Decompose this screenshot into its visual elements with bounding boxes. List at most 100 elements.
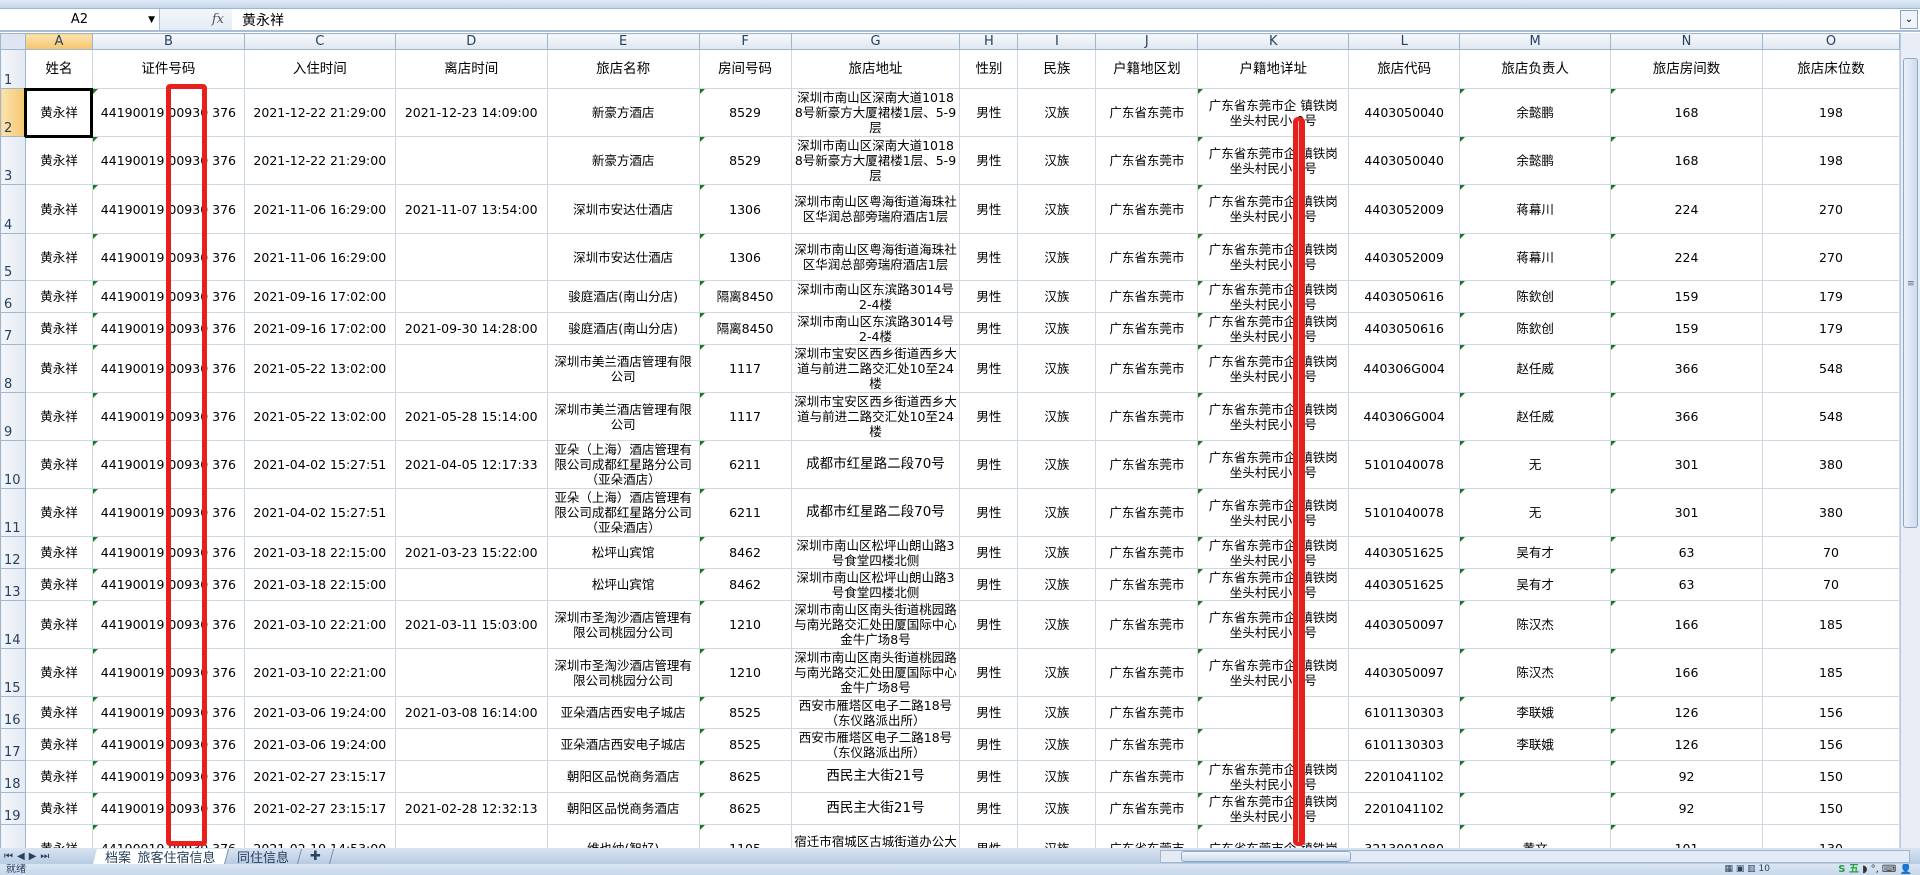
cell-e[interactable]: 深圳市圣淘沙酒店管理有限公司桃园分公司 — [546, 648, 700, 697]
cell-l[interactable]: 4403052009 — [1348, 233, 1461, 281]
cell-j[interactable]: 广东省东莞市 — [1095, 792, 1199, 825]
cell-n[interactable]: 224 — [1610, 184, 1763, 234]
cell-c[interactable]: 2021-03-10 22:21:00 — [243, 648, 396, 697]
cell-f[interactable]: 1306 — [698, 233, 792, 281]
cell-c[interactable]: 2021-02-19 14:53:00 — [243, 824, 396, 848]
cell-m[interactable]: 陈汉杰 — [1459, 600, 1612, 649]
cell-m[interactable] — [1459, 792, 1612, 825]
cell-i[interactable]: 汉族 — [1017, 392, 1097, 441]
cell-d[interactable] — [394, 233, 548, 281]
cell-j[interactable]: 广东省东莞市 — [1095, 824, 1199, 848]
cell-o[interactable]: 150 — [1761, 760, 1900, 793]
cell-l[interactable]: 4403051625 — [1348, 536, 1461, 569]
row-header[interactable]: 14 — [0, 600, 26, 649]
select-all-corner[interactable] — [0, 33, 26, 50]
cell-a[interactable]: 黄永祥 — [24, 792, 93, 825]
column-header-d[interactable]: D — [394, 33, 548, 50]
cell-j[interactable]: 广东省东莞市 — [1095, 88, 1199, 137]
cell-l[interactable]: 5101040078 — [1348, 488, 1461, 537]
cell-f[interactable]: 8462 — [698, 568, 792, 601]
cell-j[interactable]: 广东省东莞市 — [1095, 648, 1199, 697]
cell-e[interactable]: 亚朵（上海）酒店管理有限公司成都红星路分公司（亚朵酒店） — [546, 440, 700, 489]
cell-j[interactable]: 广东省东莞市 — [1095, 280, 1199, 313]
cell-k[interactable]: 广东省东莞市企 镇铁岗 坐头村民小 0号 — [1197, 184, 1350, 234]
row-header[interactable]: 18 — [0, 760, 26, 793]
cell-c[interactable]: 2021-02-27 23:15:17 — [243, 760, 396, 793]
column-title-cell[interactable]: 离店时间 — [394, 49, 548, 89]
cell-a[interactable]: 黄永祥 — [24, 536, 93, 569]
column-header-a[interactable]: A — [24, 33, 93, 50]
cell-o[interactable]: 156 — [1761, 696, 1900, 729]
cell-c[interactable]: 2021-03-06 19:24:00 — [243, 728, 396, 761]
cell-f[interactable]: 8625 — [698, 792, 792, 825]
cell-d[interactable]: 2021-12-23 14:09:00 — [394, 88, 548, 137]
cell-o[interactable]: 380 — [1761, 440, 1900, 489]
row-header[interactable]: 11 — [0, 488, 26, 537]
cell-g[interactable]: 宿迁市宿城区古城街道办公大楼（地上北一层、地 — [790, 824, 961, 848]
cell-o[interactable]: 179 — [1761, 280, 1900, 313]
cell-h[interactable]: 男性 — [959, 696, 1019, 729]
cell-i[interactable]: 汉族 — [1017, 760, 1097, 793]
cell-h[interactable]: 男性 — [959, 728, 1019, 761]
sheet-tab-cohabit[interactable]: 同住信息 — [224, 848, 302, 866]
cell-d[interactable]: 2021-03-23 15:22:00 — [394, 536, 548, 569]
cell-f[interactable]: 1117 — [698, 392, 792, 441]
cell-f[interactable]: 1306 — [698, 184, 792, 234]
cell-a[interactable]: 黄永祥 — [24, 488, 93, 537]
cell-g[interactable]: 深圳市南山区松坪山朗山路3号食堂四楼北侧 — [790, 536, 961, 569]
row-header[interactable]: 1 — [0, 49, 26, 89]
column-title-cell[interactable]: 房间号码 — [698, 49, 792, 89]
cell-a[interactable]: 黄永祥 — [24, 440, 93, 489]
cell-a[interactable]: 黄永祥 — [24, 184, 93, 234]
cell-g[interactable]: 深圳市南山区粤海街道海珠社区华润总部旁瑞府酒店1层 — [790, 233, 961, 281]
row-header[interactable]: 4 — [0, 184, 26, 234]
cell-o[interactable]: 198 — [1761, 88, 1900, 137]
column-title-cell[interactable]: 旅店代码 — [1348, 49, 1461, 89]
cell-o[interactable]: 70 — [1761, 536, 1900, 569]
column-header-n[interactable]: N — [1610, 33, 1763, 50]
cell-m[interactable]: 无 — [1459, 488, 1612, 537]
cell-o[interactable]: 548 — [1761, 344, 1900, 393]
column-header-h[interactable]: H — [959, 33, 1019, 50]
cell-j[interactable]: 广东省东莞市 — [1095, 536, 1199, 569]
cell-d[interactable] — [394, 824, 548, 848]
cell-k[interactable]: 广东省东莞市企 镇铁岗 坐头村民小 0号 — [1197, 280, 1350, 313]
cell-k[interactable]: 广东省东莞市企 镇铁岗 坐头村民小 0号 — [1197, 233, 1350, 281]
cell-n[interactable]: 92 — [1610, 792, 1763, 825]
row-header[interactable]: 19 — [0, 792, 26, 825]
cell-e[interactable]: 骏庭酒店(南山分店) — [546, 280, 700, 313]
cell-f[interactable]: 1105 — [698, 824, 792, 848]
cell-h[interactable]: 男性 — [959, 792, 1019, 825]
column-title-cell[interactable]: 旅店负责人 — [1459, 49, 1612, 89]
cell-e[interactable]: 亚朵酒店西安电子城店 — [546, 728, 700, 761]
cell-o[interactable]: 185 — [1761, 600, 1900, 649]
cell-n[interactable]: 168 — [1610, 88, 1763, 137]
column-header-m[interactable]: M — [1459, 33, 1612, 50]
cell-e[interactable]: 深圳市圣淘沙酒店管理有限公司桃园分公司 — [546, 600, 700, 649]
column-title-cell[interactable]: 旅店房间数 — [1610, 49, 1763, 89]
cell-g[interactable]: 成都市红星路二段70号 — [790, 440, 961, 489]
cell-l[interactable]: 440306G004 — [1348, 344, 1461, 393]
column-header-k[interactable]: K — [1197, 33, 1350, 50]
cell-o[interactable]: 185 — [1761, 648, 1900, 697]
ime-toolbar[interactable]: S 五 ◗ °, ⌨ 👤 — [1838, 864, 1912, 875]
cell-h[interactable]: 男性 — [959, 536, 1019, 569]
cell-l[interactable]: 4403050040 — [1348, 88, 1461, 137]
column-title-cell[interactable]: 性别 — [959, 49, 1019, 89]
column-header-j[interactable]: J — [1095, 33, 1199, 50]
column-title-cell[interactable]: 证件号码 — [91, 49, 245, 89]
cell-n[interactable]: 159 — [1610, 312, 1763, 345]
row-header[interactable]: 15 — [0, 648, 26, 697]
cell-d[interactable]: 2021-11-07 13:54:00 — [394, 184, 548, 234]
cell-n[interactable]: 301 — [1610, 440, 1763, 489]
cell-i[interactable]: 汉族 — [1017, 88, 1097, 137]
insert-function-button[interactable]: fx — [160, 9, 232, 30]
cell-e[interactable]: 亚朵酒店西安电子城店 — [546, 696, 700, 729]
cell-k[interactable]: 广东省东莞市企 镇铁岗 坐头村民小 0号 — [1197, 88, 1350, 137]
row-header[interactable]: 8 — [0, 344, 26, 393]
cell-c[interactable]: 2021-04-02 15:27:51 — [243, 488, 396, 537]
column-title-cell[interactable]: 旅店地址 — [790, 49, 961, 89]
cell-a[interactable]: 黄永祥 — [24, 136, 93, 185]
cell-e[interactable]: 维也纳(智好) — [546, 824, 700, 848]
cell-c[interactable]: 2021-02-27 23:15:17 — [243, 792, 396, 825]
